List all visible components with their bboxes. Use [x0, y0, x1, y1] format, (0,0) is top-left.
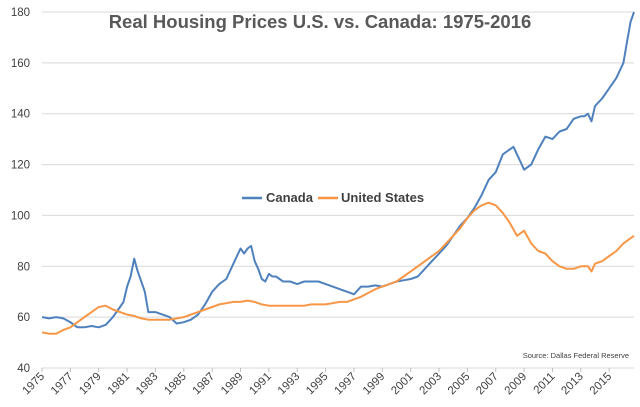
- x-tick-label: 1999: [361, 371, 388, 398]
- x-tick-label: 2007: [474, 371, 501, 398]
- y-tick-label: 40: [17, 363, 30, 375]
- y-tick-label: 60: [17, 312, 30, 324]
- x-tick-label: 1979: [77, 371, 104, 398]
- y-tick-label: 100: [11, 210, 30, 222]
- x-tick-label: 2011: [532, 371, 558, 397]
- x-tick-label: 1997: [332, 371, 359, 398]
- x-tick-label: 1977: [49, 371, 76, 398]
- y-tick-label: 160: [11, 58, 30, 70]
- x-tick-label: 1993: [276, 371, 303, 398]
- x-tick-label: 1995: [304, 371, 331, 398]
- x-tick-label: 2005: [446, 371, 473, 398]
- source-note: Source: Dallas Federal Reserve: [523, 351, 629, 360]
- legend-label-canada: Canada: [266, 190, 314, 205]
- legend-label-united-states: United States: [341, 190, 424, 205]
- series-lines: [41, 11, 635, 335]
- y-tick-label: 80: [17, 261, 30, 273]
- legend: Canada United States: [242, 190, 424, 205]
- series-line-united-states: [41, 201, 635, 335]
- x-tick-label: 1987: [191, 371, 218, 398]
- x-tick-label: 1989: [219, 371, 246, 398]
- series-line-canada: [41, 11, 635, 329]
- y-tick-label: 140: [11, 109, 30, 121]
- x-tick-label: 1981: [106, 371, 133, 398]
- x-tick-label: 1991: [247, 371, 274, 398]
- x-tick-label: 2003: [418, 371, 445, 398]
- y-tick-label: 180: [11, 7, 30, 19]
- x-tick-label: 1983: [134, 371, 161, 398]
- chart-title: Real Housing Prices U.S. vs. Canada: 197…: [109, 11, 532, 32]
- x-tick-label: 2001: [389, 371, 416, 398]
- x-axis: 1975 1977 1979 1981 1983 1985 1987 1989 1991 1993…: [21, 368, 615, 398]
- x-tick-label: 1985: [162, 371, 189, 398]
- x-tick-label: 2015: [588, 371, 615, 398]
- x-tick-label: 2013: [559, 371, 586, 398]
- x-tick-label: 2009: [503, 371, 530, 398]
- y-axis: 40 60 80 100 120 140 160 180: [11, 7, 30, 375]
- y-tick-label: 120: [11, 160, 30, 172]
